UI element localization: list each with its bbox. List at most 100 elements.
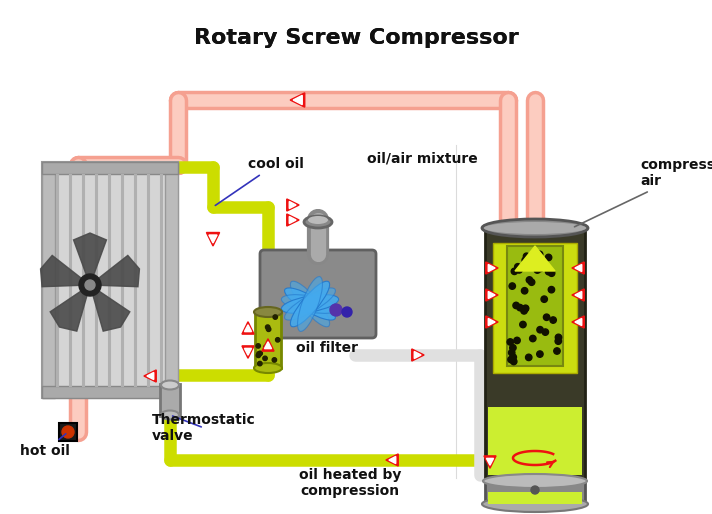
Polygon shape <box>575 319 582 325</box>
Circle shape <box>538 262 544 268</box>
Circle shape <box>531 486 539 494</box>
Polygon shape <box>262 339 274 351</box>
Polygon shape <box>575 291 582 299</box>
Polygon shape <box>90 285 130 331</box>
Polygon shape <box>242 346 254 358</box>
Polygon shape <box>488 291 495 299</box>
Circle shape <box>257 352 261 356</box>
Ellipse shape <box>161 380 179 390</box>
Circle shape <box>522 306 528 312</box>
Circle shape <box>525 354 532 361</box>
Polygon shape <box>264 342 271 348</box>
Circle shape <box>537 351 543 357</box>
Circle shape <box>525 259 531 265</box>
Polygon shape <box>73 233 107 285</box>
Circle shape <box>545 268 552 275</box>
Ellipse shape <box>482 219 588 237</box>
Circle shape <box>515 264 521 270</box>
Circle shape <box>537 326 543 333</box>
Polygon shape <box>575 264 582 271</box>
Text: compressed
air: compressed air <box>575 158 712 227</box>
Polygon shape <box>244 348 251 355</box>
Polygon shape <box>486 262 498 274</box>
Circle shape <box>555 338 562 344</box>
Circle shape <box>521 287 528 294</box>
Ellipse shape <box>281 295 339 314</box>
Polygon shape <box>486 458 493 465</box>
Circle shape <box>543 314 550 320</box>
Circle shape <box>514 337 520 344</box>
Circle shape <box>537 265 543 271</box>
Polygon shape <box>484 456 496 468</box>
FancyBboxPatch shape <box>160 384 180 416</box>
Polygon shape <box>209 235 217 243</box>
Circle shape <box>548 270 555 277</box>
Ellipse shape <box>254 363 282 373</box>
Circle shape <box>266 327 271 332</box>
FancyBboxPatch shape <box>42 162 55 398</box>
Circle shape <box>510 344 516 351</box>
Circle shape <box>263 345 268 350</box>
Ellipse shape <box>285 288 335 320</box>
Ellipse shape <box>290 281 330 327</box>
Polygon shape <box>41 255 90 287</box>
Text: oil/air mixture: oil/air mixture <box>367 151 477 165</box>
Ellipse shape <box>308 216 328 224</box>
Polygon shape <box>147 373 154 379</box>
Circle shape <box>272 358 276 362</box>
Ellipse shape <box>483 474 587 488</box>
Circle shape <box>509 283 515 289</box>
Circle shape <box>523 305 529 311</box>
Circle shape <box>521 308 528 314</box>
Polygon shape <box>144 370 156 382</box>
Polygon shape <box>515 246 555 271</box>
Text: Thermostatic
valve: Thermostatic valve <box>152 413 256 443</box>
Polygon shape <box>572 316 585 328</box>
Circle shape <box>258 361 262 366</box>
Polygon shape <box>289 201 296 209</box>
Polygon shape <box>287 199 299 211</box>
Polygon shape <box>90 255 140 287</box>
Circle shape <box>526 277 533 283</box>
Polygon shape <box>486 289 498 301</box>
Ellipse shape <box>290 281 330 327</box>
Circle shape <box>520 321 526 328</box>
FancyBboxPatch shape <box>493 243 577 373</box>
FancyBboxPatch shape <box>485 480 585 504</box>
FancyBboxPatch shape <box>507 246 563 366</box>
Circle shape <box>536 251 543 258</box>
Circle shape <box>548 286 555 293</box>
Circle shape <box>79 274 101 296</box>
Text: hot oil: hot oil <box>20 434 70 458</box>
Circle shape <box>85 280 95 290</box>
FancyBboxPatch shape <box>42 162 178 174</box>
Circle shape <box>530 335 536 342</box>
Ellipse shape <box>285 288 335 320</box>
Circle shape <box>517 304 523 311</box>
Ellipse shape <box>482 496 588 512</box>
Circle shape <box>555 334 562 341</box>
Circle shape <box>554 348 560 354</box>
Circle shape <box>542 329 548 335</box>
Circle shape <box>256 344 261 348</box>
Polygon shape <box>289 216 296 224</box>
Ellipse shape <box>161 411 179 419</box>
Polygon shape <box>244 325 251 332</box>
Circle shape <box>528 279 535 285</box>
FancyBboxPatch shape <box>59 423 77 441</box>
Polygon shape <box>488 264 495 271</box>
Polygon shape <box>412 349 424 361</box>
Circle shape <box>550 317 556 323</box>
Circle shape <box>258 351 262 356</box>
Polygon shape <box>389 456 396 464</box>
Polygon shape <box>287 214 299 226</box>
Polygon shape <box>386 454 398 466</box>
FancyBboxPatch shape <box>485 228 585 480</box>
Polygon shape <box>572 289 585 301</box>
Text: Rotary Screw Compressor: Rotary Screw Compressor <box>194 28 518 48</box>
Circle shape <box>266 325 270 329</box>
Circle shape <box>62 426 74 438</box>
Ellipse shape <box>484 222 586 234</box>
Polygon shape <box>414 352 421 359</box>
Ellipse shape <box>298 277 323 332</box>
